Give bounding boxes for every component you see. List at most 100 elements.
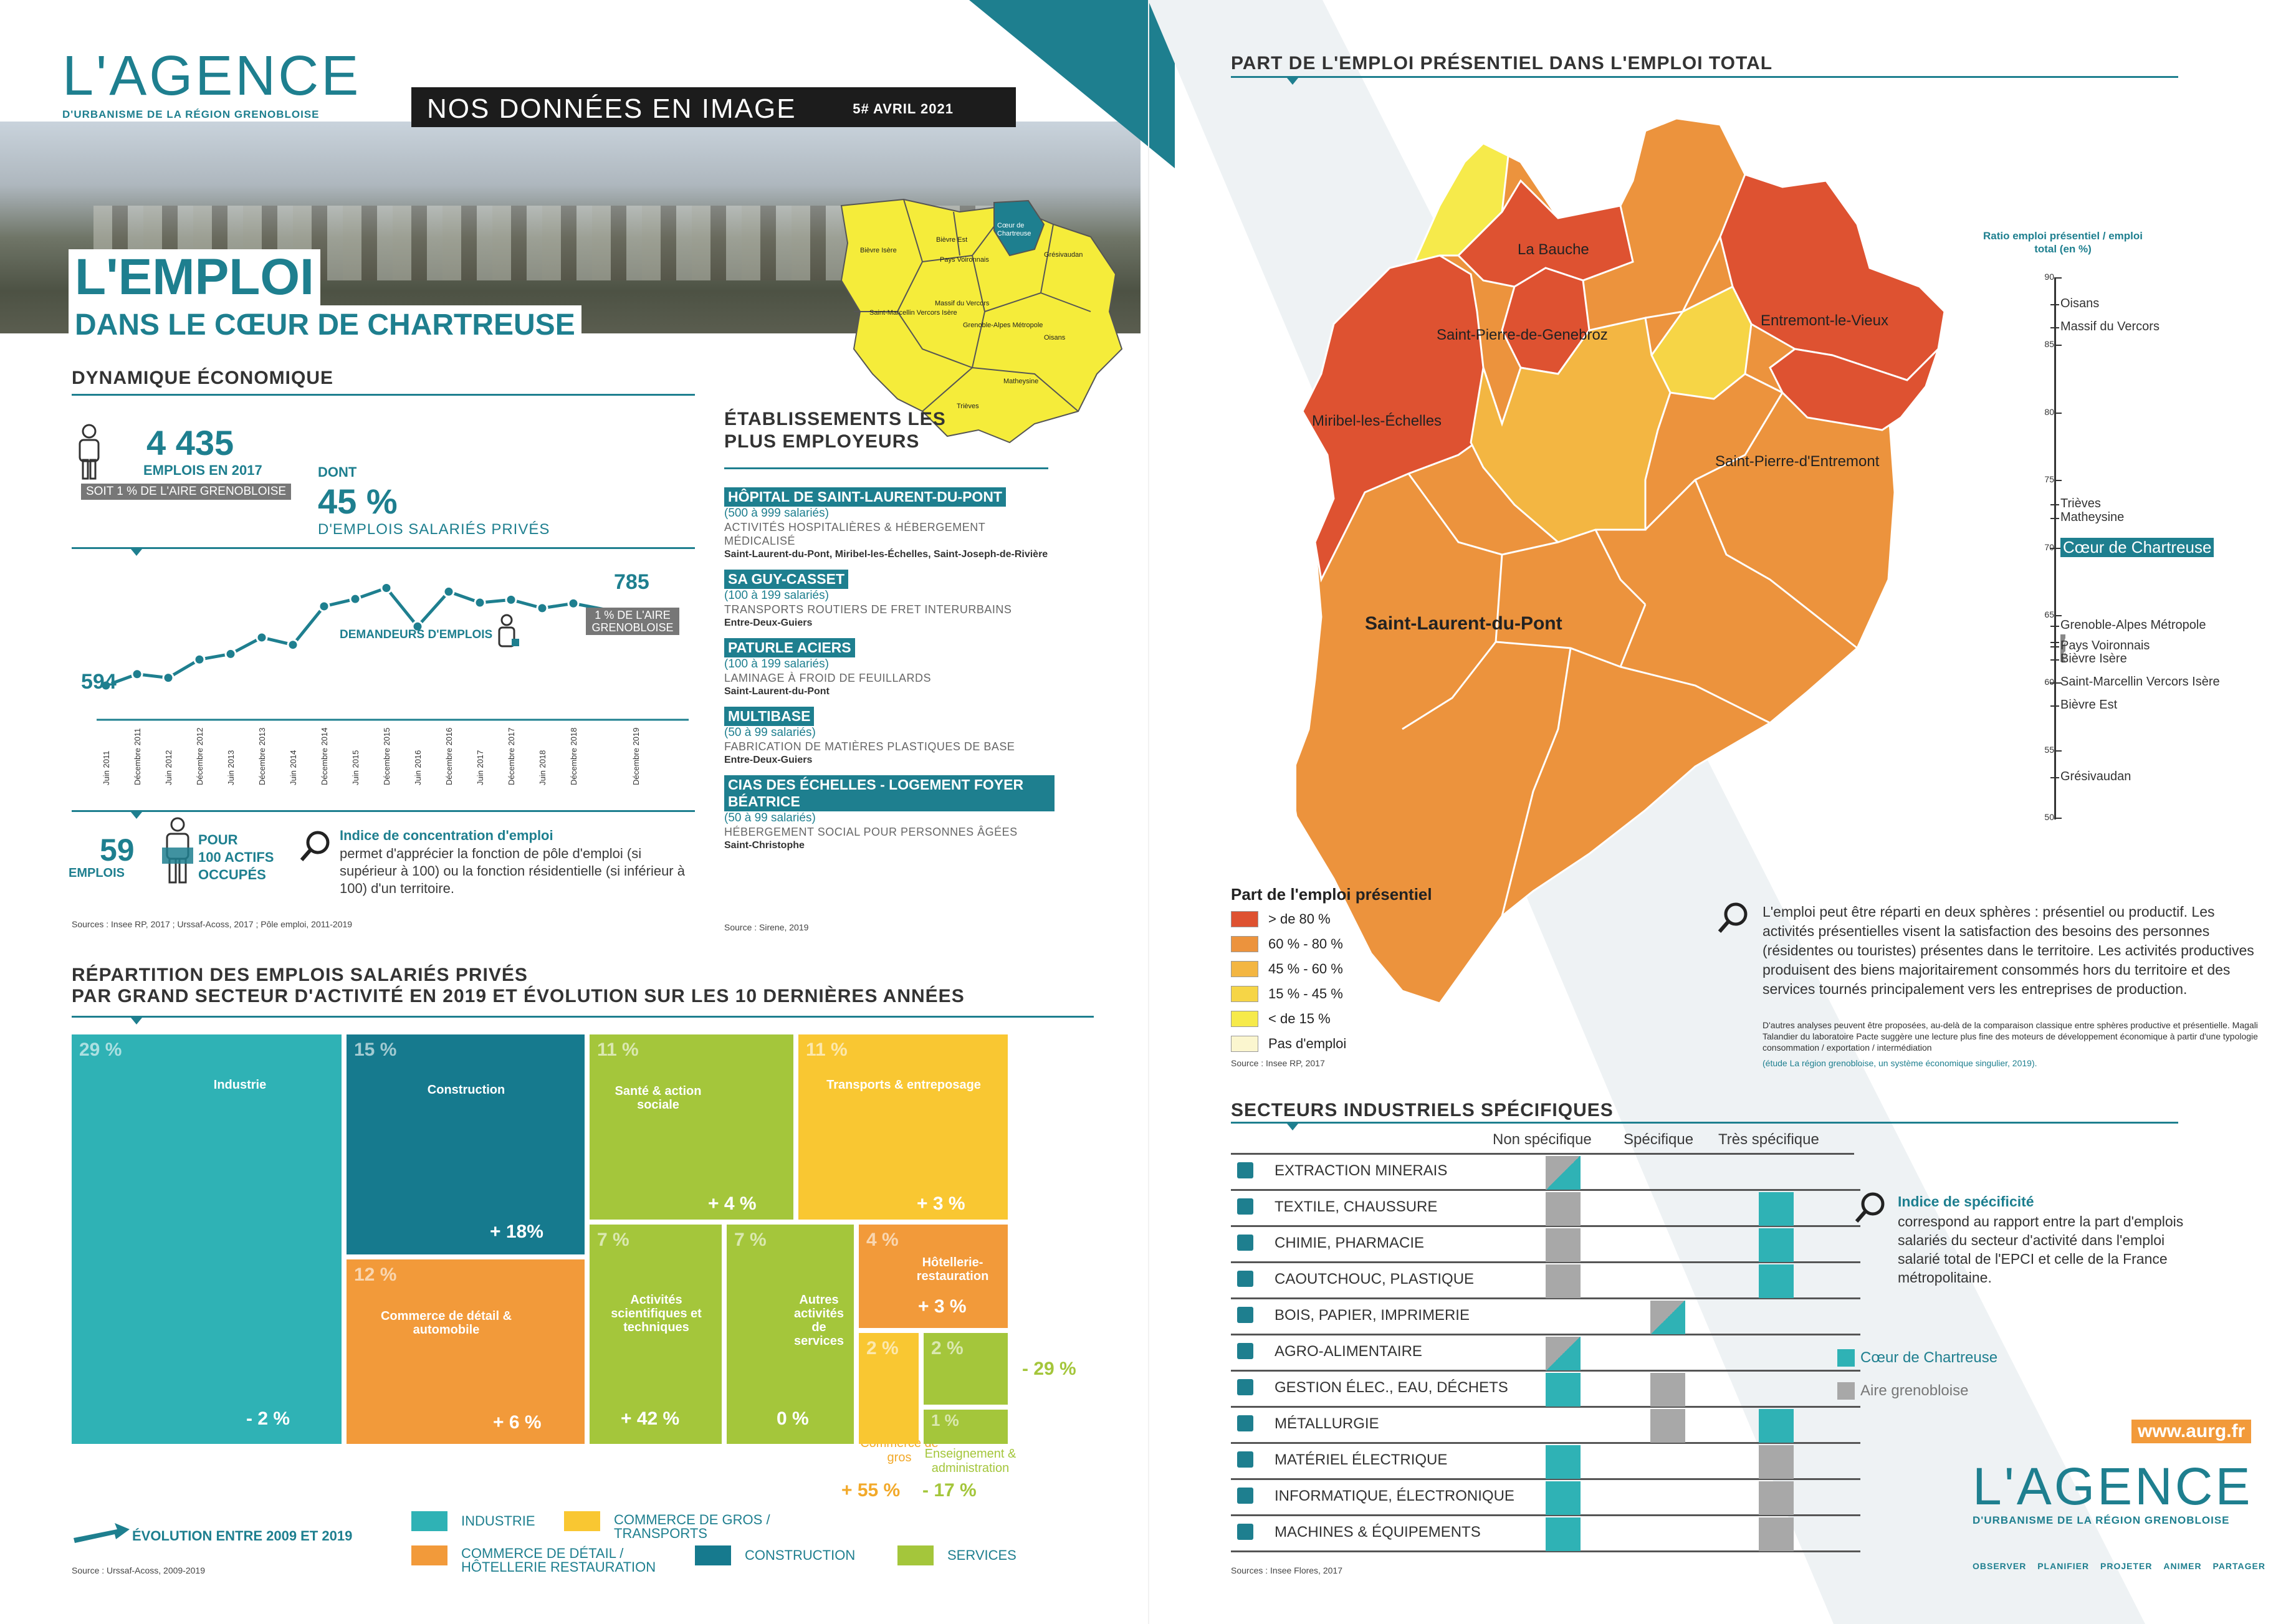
ind-bar-coeur — [1546, 1373, 1581, 1407]
treemap-label: Hôtellerie-restauration — [916, 1256, 989, 1283]
sector-icon — [1237, 1379, 1253, 1395]
ind-row: MÉTALLURGIE — [1231, 1408, 1860, 1444]
job-seeker-icon — [498, 614, 519, 647]
website-link[interactable]: www.aurg.fr — [2131, 1420, 2252, 1443]
ind-row: AGRO-ALIMENTAIRE — [1231, 1335, 1860, 1372]
treemap-evolution: + 6 % — [493, 1412, 542, 1433]
scale-label: Matheysine — [2060, 510, 2125, 524]
est-size: (100 à 199 salariés) — [724, 657, 829, 671]
demandeurs-line-chart: Juin 2011 Décembre 2011 Juin 2012 Décembre … — [97, 582, 689, 786]
scale-label: Trièves — [2060, 497, 2101, 511]
x-tick-label: Décembre 2017 — [507, 728, 516, 786]
scale-label: Grenoble-Alpes Métropole — [2060, 618, 2206, 633]
sector-icon — [1237, 1307, 1253, 1323]
scale-marker — [2050, 327, 2059, 329]
ind-rule — [1231, 1122, 2178, 1124]
treemap-label: Activités scientifiques et techniques — [611, 1293, 702, 1334]
establishment-item: PATURLE ACIERS (100 à 199 salariés) LAMINA… — [724, 638, 1055, 698]
treemap-pct: 15 % — [354, 1039, 397, 1060]
svg-text:Grésivaudan: Grésivaudan — [1044, 251, 1083, 259]
scale-tick: 60 — [2044, 677, 2054, 687]
treemap-evolution: - 2 % — [246, 1408, 290, 1429]
svg-text:Trièves: Trièves — [957, 403, 979, 410]
legend-label-services: SERVICES — [947, 1547, 1016, 1563]
logo-text: L'AGENCE — [62, 45, 361, 107]
ind-bar-aire — [1650, 1409, 1685, 1443]
x-tick-label: Juin 2011 — [102, 751, 111, 785]
map-legend-title: Part de l'emploi présentiel — [1231, 885, 1432, 904]
ind-bar-both — [1546, 1337, 1581, 1370]
scale-marker — [2050, 705, 2059, 707]
treemap-cell: 4 % Hôtellerie-restauration + 3 % — [859, 1225, 1008, 1328]
banner-issue: 5# AVRIL 2021 — [853, 101, 954, 117]
est-source: Source : Sirene, 2019 — [724, 922, 809, 932]
est-title: ÉTABLISSEMENTS LES PLUS EMPLOYEURS — [724, 408, 986, 453]
leg-aire-swatch — [1837, 1382, 1855, 1400]
scale-marker — [2050, 626, 2059, 628]
sector-icon — [1237, 1198, 1253, 1215]
ind-row-label: MACHINES & ÉQUIPEMENTS — [1275, 1524, 1481, 1540]
data-point — [442, 585, 455, 598]
ind-col-tres: Très spécifique — [1718, 1131, 1819, 1148]
scale-tick-line — [2055, 818, 2062, 819]
dont-label: DONT — [318, 464, 357, 480]
sector-icon — [1237, 1162, 1253, 1178]
svg-text:Pays Voironnais: Pays Voironnais — [940, 256, 989, 264]
ind-bar-aire — [1759, 1481, 1794, 1515]
data-point — [162, 672, 175, 684]
legend-label-industrie: INDUSTRIE — [461, 1513, 535, 1529]
est-name: PATURLE ACIERS — [724, 638, 855, 657]
chart-last-value: 785 — [614, 570, 649, 594]
treemap-pct: 12 % — [354, 1264, 397, 1285]
note-link[interactable]: (étude La région grenobloise, un système… — [1763, 1058, 2037, 1068]
ind-bar-coeur — [1546, 1445, 1581, 1479]
svg-text:Saint-Marcellin Vercors Isère: Saint-Marcellin Vercors Isère — [869, 309, 957, 317]
scale-title: Ratio emploi présentiel / emploi total (… — [1983, 230, 2143, 255]
legend-label-gros: COMMERCE DE GROS / TRANSPORTS — [614, 1512, 770, 1541]
est-location: Entre-Deux-Guiers — [724, 755, 813, 765]
treemap-evolution: + 42 % — [621, 1408, 680, 1429]
footer-tag: OBSERVER — [1973, 1561, 2027, 1571]
scale-tick: 75 — [2044, 474, 2054, 485]
ind-bar-aire — [1546, 1192, 1581, 1226]
scale-marker — [2050, 646, 2059, 647]
commune-st-pierre-entremont — [1769, 348, 1940, 431]
map-label-la-bauche: La Bauche — [1518, 241, 1589, 258]
treemap-cell: 2 % — [859, 1333, 919, 1444]
page-title: L'EMPLOI DANS LE CŒUR DE CHARTREUSE — [69, 249, 581, 345]
treemap-pct: 7 % — [597, 1230, 629, 1250]
x-tick-label: Décembre 2013 — [257, 728, 267, 786]
legend-swatch-services — [897, 1545, 934, 1565]
est-location: Entre-Deux-Guiers — [724, 618, 813, 628]
ind-row: MATÉRIEL ÉLECTRIQUE — [1231, 1444, 1860, 1480]
treemap-evolution: + 55 % — [841, 1480, 901, 1501]
est-activity: LAMINAGE À FROID DE FEUILLARDS — [724, 672, 932, 684]
ind-row: GESTION ÉLEC., EAU, DÉCHETS — [1231, 1372, 1860, 1408]
ind-row-label: TEXTILE, CHAUSSURE — [1275, 1198, 1438, 1215]
ind-row-label: CHIMIE, PHARMACIE — [1275, 1235, 1425, 1251]
private-pct: 45 % — [318, 482, 398, 521]
scale-tick-line — [2055, 614, 2062, 616]
map-legend-swatch — [1231, 961, 1258, 977]
map-legend-label: 45 % - 60 % — [1268, 961, 1343, 977]
title-line-1: L'EMPLOI — [69, 249, 320, 305]
scale-label: Bièvre Est — [2060, 698, 2118, 712]
ind-indice-text: correspond au rapport entre la part d'em… — [1898, 1213, 2184, 1286]
scale-tick: 85 — [2044, 339, 2054, 350]
x-tick-label: Décembre 2019 — [631, 728, 641, 786]
ind-bar-aire — [1546, 1264, 1581, 1298]
scale-tick-line — [2055, 750, 2062, 752]
est-activity: FABRICATION DE MATIÈRES PLASTIQUES DE BA… — [724, 740, 1015, 753]
svg-text:Bièvre Isère: Bièvre Isère — [860, 247, 897, 254]
data-point — [349, 593, 361, 605]
data-point — [474, 596, 486, 609]
sector-icon — [1237, 1488, 1253, 1504]
ind-source: Sources : Insee Flores, 2017 — [1231, 1565, 1342, 1575]
banner-title: NOS DONNÉES EN IMAGE — [427, 93, 796, 124]
locator-map: Cœur de Chartreuse Bièvre Est Pays Voiro… — [840, 198, 1123, 444]
ind-bar-aire — [1546, 1228, 1581, 1262]
page-fold — [1148, 0, 1149, 1624]
ind-row-label: GESTION ÉLEC., EAU, DÉCHETS — [1275, 1379, 1508, 1396]
ratio-unit: EMPLOIS — [69, 866, 125, 880]
legend-swatch-construction — [695, 1545, 731, 1565]
